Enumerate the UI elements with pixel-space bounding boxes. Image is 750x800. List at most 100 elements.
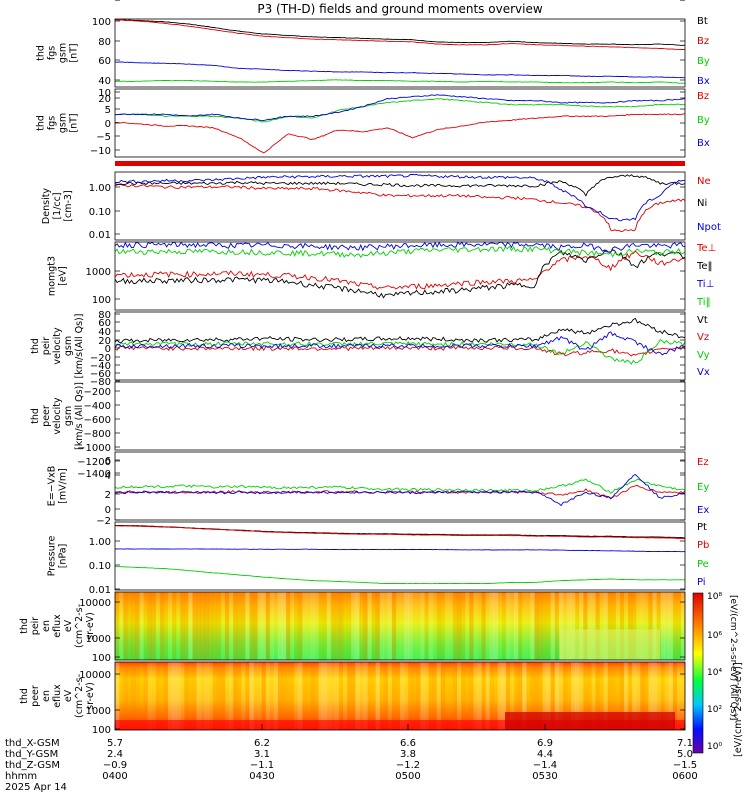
heatmap-stripe	[387, 592, 393, 660]
legend-pressure-0: Pt	[697, 522, 707, 533]
heatmap-stripe	[514, 592, 519, 660]
panel-peer_velocity: −200 −400 −600 −800 −1000 −1200−1400 thd peer ve…	[30, 381, 686, 480]
heatmap-stripe	[391, 662, 397, 730]
ylabel-moments_temp: [eV]	[58, 266, 69, 286]
ylabel-fgs_gsm_comp: [nT]	[69, 113, 80, 132]
legend-pressure-2: Pe	[697, 559, 709, 570]
legend-peir_velocity-2: Vy	[697, 350, 710, 361]
ylabel-peer_en_eflux: thd	[19, 688, 30, 704]
ylabel-peer_en_eflux: eV	[63, 689, 74, 702]
ytick-label: 4	[105, 471, 111, 482]
xtick-label: 4.4	[537, 749, 553, 760]
heatmap-stripe	[623, 662, 629, 730]
heatmap-stripe	[318, 662, 323, 730]
heatmap-stripe	[444, 662, 450, 730]
series-density-0	[114, 183, 686, 232]
heatmap-stripe	[115, 662, 120, 730]
heatmap-stripe	[184, 662, 189, 730]
ylabel-peer_en_eflux: en	[41, 690, 52, 702]
ylabel-fgs_gsm_bt: thd	[36, 45, 47, 61]
heatmap-stripe	[127, 662, 132, 730]
heatmap-stripe	[575, 662, 580, 730]
heatmap-stripe	[131, 662, 136, 730]
xtick-label: 0430	[249, 771, 274, 782]
heatmap-stripe	[566, 662, 572, 730]
xaxis-row-label: thd_Z-GSM	[5, 760, 60, 771]
heatmap-stripe	[680, 662, 686, 730]
ytick-label: −4	[96, 0, 111, 3]
heatmap-stripe	[628, 592, 633, 660]
xtick-label: 7.1	[677, 738, 693, 749]
heatmap-stripe	[668, 592, 674, 660]
heatmap-stripe	[648, 662, 653, 730]
heatmap-stripe	[676, 592, 682, 660]
heatmap-stripe	[159, 662, 165, 730]
heatmap-stripe	[151, 662, 157, 730]
heatmap-stripe	[465, 662, 470, 730]
heatmap-stripe	[310, 592, 315, 660]
xtick-label: 6.6	[400, 738, 416, 749]
heatmap-stripe	[363, 662, 368, 730]
heatmap-stripe	[326, 592, 332, 660]
ytick-label: 10000	[79, 598, 111, 609]
heatmap-stripe	[351, 662, 356, 730]
ylabel-peir_en_eflux: thd	[19, 618, 30, 634]
heatmap-stripe	[636, 592, 641, 660]
heatmap-stripe	[224, 662, 230, 730]
ylabel-peer_velocity: thd	[30, 408, 41, 424]
heatmap-stripe	[550, 592, 556, 660]
series-density-1	[114, 174, 686, 197]
ytick-label: 1.00	[89, 537, 111, 548]
heatmap-stripe	[644, 592, 649, 660]
heatmap-stripe	[216, 592, 222, 660]
heatmap-stripe	[485, 592, 490, 660]
series-moments_temp-0	[114, 250, 686, 290]
ytick-label: 80	[98, 37, 111, 48]
colorbar-label-top: [eV/(cm^2-s-sr-eV) (All Qs)]	[728, 595, 738, 720]
heatmap-stripe	[501, 662, 507, 730]
heatmap-stripe	[562, 592, 568, 660]
heatmap-stripe	[501, 592, 507, 660]
heatmap-stripe	[379, 592, 385, 660]
ylabel-peir_en_eflux: eflux	[52, 614, 63, 638]
heatmap-stripe	[457, 662, 462, 730]
heatmap-stripe	[139, 662, 144, 730]
heatmap-stripe	[294, 662, 299, 730]
heatmap-stripe	[159, 592, 165, 660]
heatmap-stripe	[473, 592, 478, 660]
ylabel-peir_velocity: peir	[41, 337, 52, 356]
panel-fgs_gsm_bt: Bt Bz By Bx 100 80 60 40 20 thd fgs gsm [nT]	[36, 16, 710, 105]
heatmap-stripe	[281, 662, 287, 730]
ylabel-fgs_gsm_bt: [nT]	[69, 43, 80, 62]
xtick-label: 3.8	[400, 749, 416, 760]
ytick-label: −15	[90, 0, 111, 3]
heatmap-stripe	[587, 662, 592, 730]
heatmap-stripe	[558, 662, 564, 730]
xtick-label: 0530	[532, 771, 557, 782]
heatmap-stripe	[119, 662, 124, 730]
colorbar-tick: 10⁴	[707, 668, 722, 678]
heatmap-stripe	[424, 592, 429, 660]
heatmap-stripe	[583, 662, 588, 730]
heatmap-stripe	[656, 592, 661, 660]
heatmap-stripe	[204, 662, 209, 730]
heatmap-stripe	[534, 592, 539, 660]
heatmap-stripe	[265, 662, 271, 730]
ylabel-peir_en_eflux: peir	[30, 617, 41, 636]
xaxis-row-label: hhmm	[5, 771, 37, 782]
legend-fgs_gsm_comp-2: Bx	[697, 138, 710, 149]
ytick-label: 100	[92, 725, 111, 736]
panel-peir_en_eflux: 10000100010010thdpeirenefluxeV(cm^2-s-sr…	[19, 0, 686, 664]
panel-frame	[114, 311, 686, 381]
ytick-label: 40	[98, 76, 111, 87]
heatmap-stripe	[575, 592, 580, 660]
heatmap-stripe	[180, 662, 185, 730]
heatmap-stripe	[440, 662, 446, 730]
ytick-label: 6	[105, 456, 111, 467]
heatmap-stripe	[452, 662, 458, 730]
heatmap-stripe	[286, 662, 291, 730]
series-fgs_gsm_bt-3	[114, 61, 685, 79]
heatmap-stripe	[522, 662, 527, 730]
heatmap-stripe	[587, 592, 592, 660]
